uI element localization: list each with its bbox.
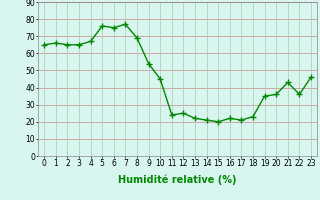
X-axis label: Humidité relative (%): Humidité relative (%) [118, 174, 237, 185]
